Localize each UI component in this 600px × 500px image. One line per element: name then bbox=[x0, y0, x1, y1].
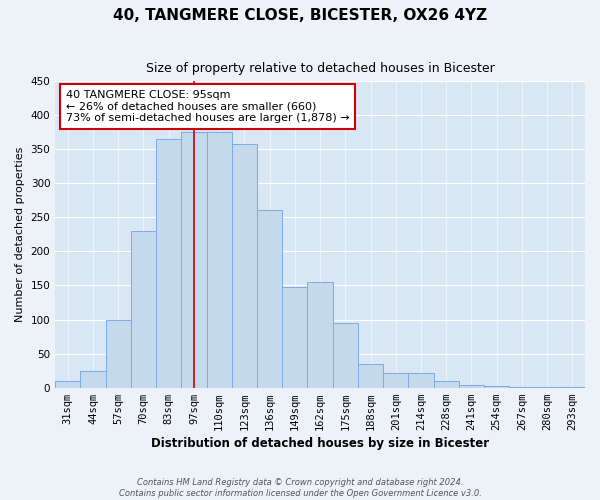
Bar bbox=[509, 387, 535, 388]
Bar bbox=[232, 144, 257, 388]
Bar bbox=[106, 320, 131, 388]
Bar bbox=[131, 231, 156, 388]
Bar bbox=[459, 385, 484, 388]
Bar bbox=[383, 372, 409, 388]
Bar bbox=[257, 210, 282, 388]
Bar bbox=[484, 386, 509, 388]
Bar bbox=[434, 381, 459, 388]
Bar bbox=[206, 132, 232, 388]
Bar bbox=[560, 387, 585, 388]
Bar bbox=[358, 364, 383, 388]
Bar bbox=[80, 370, 106, 388]
Bar bbox=[307, 282, 332, 388]
Bar bbox=[409, 372, 434, 388]
Text: 40, TANGMERE CLOSE, BICESTER, OX26 4YZ: 40, TANGMERE CLOSE, BICESTER, OX26 4YZ bbox=[113, 8, 487, 22]
Bar bbox=[181, 132, 206, 388]
Bar bbox=[282, 287, 307, 388]
Text: Contains HM Land Registry data © Crown copyright and database right 2024.
Contai: Contains HM Land Registry data © Crown c… bbox=[119, 478, 481, 498]
X-axis label: Distribution of detached houses by size in Bicester: Distribution of detached houses by size … bbox=[151, 437, 489, 450]
Bar bbox=[156, 139, 181, 388]
Y-axis label: Number of detached properties: Number of detached properties bbox=[15, 146, 25, 322]
Bar bbox=[535, 387, 560, 388]
Bar bbox=[332, 323, 358, 388]
Text: 40 TANGMERE CLOSE: 95sqm
← 26% of detached houses are smaller (660)
73% of semi-: 40 TANGMERE CLOSE: 95sqm ← 26% of detach… bbox=[66, 90, 349, 123]
Title: Size of property relative to detached houses in Bicester: Size of property relative to detached ho… bbox=[146, 62, 494, 76]
Bar bbox=[55, 381, 80, 388]
